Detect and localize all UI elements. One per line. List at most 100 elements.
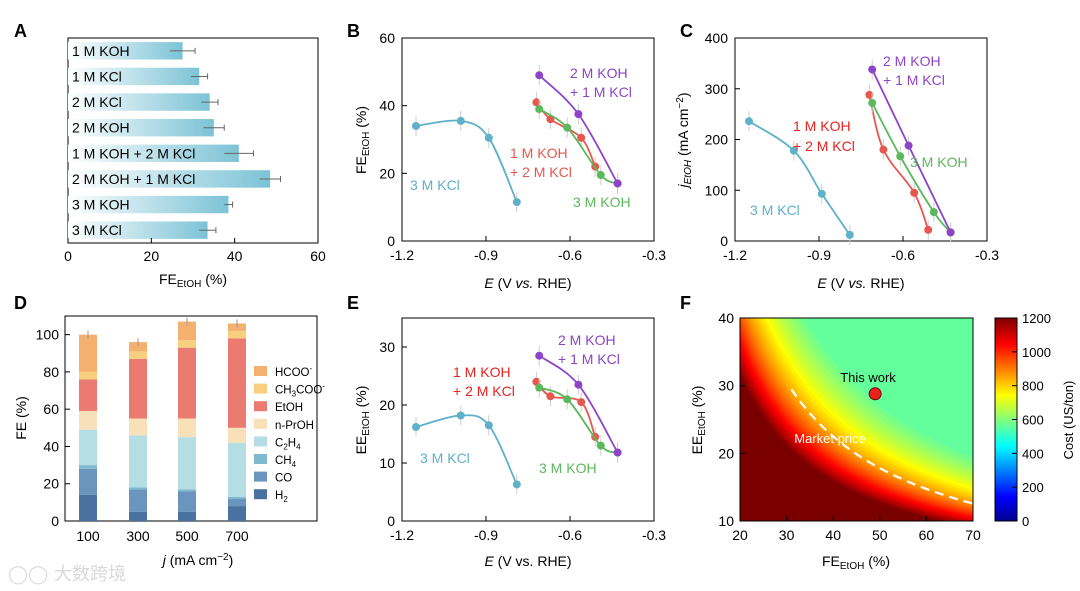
f-xtick-label-4: 60 (919, 527, 935, 543)
d-bar-2-7 (178, 321, 196, 341)
d-bar-1-7 (129, 342, 147, 352)
legend-swatch-7 (254, 489, 267, 500)
legend-label-7: H2 (275, 490, 288, 504)
xtick-label-2: 40 (227, 248, 243, 264)
watermark-logo: ◯◯ 大数跨境 (8, 564, 127, 585)
f-ytick-label-3: 40 (718, 310, 734, 326)
category-label-5: 2 M KOH + 1 M KCl (72, 171, 195, 187)
panel-e-label-3m-kcl: 3 M KCl (420, 450, 470, 466)
d-bar-3-4 (228, 427, 246, 443)
b-point-0-2 (484, 133, 493, 142)
d-bar-0-0 (79, 494, 97, 521)
c-point-2-0 (868, 98, 877, 107)
legend-label-3: n-PrOH (275, 420, 314, 432)
category-label-7: 3 M KCl (72, 222, 122, 238)
b-xtick-label-1: -0.9 (474, 247, 498, 263)
panel-c-label-3m-kcl: 3 M KCl (750, 202, 800, 218)
panel-e-letter: E (347, 293, 359, 313)
legend-label-1: CH3COO- (275, 382, 325, 399)
e-series-line-0 (415, 414, 518, 485)
e-xtick-label-2: -0.6 (558, 527, 582, 543)
c-series-line-2 (871, 102, 952, 233)
this-work-label: This work (840, 370, 896, 385)
d-bar-3-0 (228, 506, 246, 521)
legend-swatch-0 (254, 366, 267, 376)
e-series-line-1 (535, 381, 597, 438)
panel-b-label-3m-kcl: 3 M KCl (410, 177, 460, 193)
d-bar-1-5 (129, 358, 147, 419)
panel-d: D 0 20 40 60 80 100 100 300 500 700 HCOO- CH3COO- E… (13, 293, 325, 568)
category-label-3: 2 M KOH (72, 120, 130, 136)
colorbar-tick-label-5: 1000 (1022, 345, 1051, 360)
b-point-3-0 (535, 71, 544, 80)
b-series-line-2 (538, 108, 619, 185)
panel-e-label-1m-kcl: + 1 M KCl (558, 351, 620, 367)
b-xtick-label-0: -1.2 (390, 247, 414, 263)
e-point-1-1 (546, 392, 555, 401)
panel-e-ticks: -1.2 -0.9 -0.6 -0.3 0 10 20 30 (379, 339, 666, 543)
legend-swatch-1 (254, 383, 267, 394)
panel-d-letter: D (14, 293, 27, 313)
panel-d-ticks: 0 20 40 60 80 100 100 300 500 700 (36, 327, 249, 544)
d-bar-1-3 (129, 435, 147, 488)
c-point-3-2 (946, 228, 955, 237)
colorbar-tick-label-6: 1200 (1022, 311, 1051, 326)
legend-swatch-6 (254, 471, 267, 482)
b-point-3-2 (613, 179, 622, 188)
panel-c-ticks: -1.2 -0.9 -0.6 -0.3 0 100 200 300 400 (705, 30, 1000, 263)
d-ytick-label-4: 80 (43, 364, 59, 380)
e-series-line-2 (538, 386, 618, 454)
e-xtick-label-1: -0.9 (474, 527, 498, 543)
c-point-0-2 (817, 189, 826, 198)
panel-e-label-1m-koh: 1 M KOH (453, 364, 511, 380)
f-xtick-label-5: 70 (965, 527, 981, 543)
c-series-line-0 (748, 120, 851, 236)
panel-b-xlabel: E (V vs. RHE) (484, 275, 571, 291)
f-ytick-label-1: 20 (718, 445, 734, 461)
panel-b-ticks: -1.2 -0.9 -0.6 -0.3 0 20 40 60 (379, 30, 666, 263)
b-ytick-label-0: 0 (387, 233, 395, 249)
d-bar-2-6 (178, 340, 196, 348)
panel-a-bars: 1 M KOH 1 M KCl 2 M KCl 2 M KOH 1 M KOH + 2 … (68, 42, 281, 239)
c-point-0-0 (745, 117, 753, 126)
c-xtick-label-3: -0.3 (975, 247, 999, 263)
d-xtick-label-0: 100 (76, 528, 100, 544)
c-ytick-label-4: 400 (705, 30, 729, 46)
b-point-3-1 (574, 110, 583, 119)
bar-4 (68, 144, 239, 163)
panel-d-ylabel: FE (%) (13, 396, 29, 440)
b-point-0-1 (456, 116, 465, 125)
b-point-2-0 (535, 105, 544, 114)
bar-7 (68, 221, 208, 239)
colorbar-ticks: 0 200 400 600 800 1000 1200 (1012, 311, 1051, 529)
b-xtick-label-2: -0.6 (558, 247, 582, 263)
d-ytick-label-5: 100 (36, 327, 60, 343)
market-price-label: Market price (794, 431, 866, 446)
colorbar-tick-label-3: 600 (1022, 413, 1044, 428)
panel-b-label-1m-kcl: + 1 M KCl (570, 84, 632, 100)
panel-f-ylabel: EEEtOH (%) (689, 386, 708, 455)
e-point-3-2 (613, 448, 622, 457)
d-bar-3-1 (228, 498, 246, 507)
panel-b-letter: B (347, 21, 360, 41)
c-series-line-1 (868, 94, 930, 231)
colorbar-tick-label-4: 800 (1022, 379, 1044, 394)
panel-d-xlabel: j (mA cm−2) (161, 552, 234, 568)
b-point-0-3 (512, 198, 521, 207)
xtick-label-3: 60 (310, 248, 326, 264)
d-bar-1-0 (129, 511, 147, 521)
legend-swatch-2 (254, 401, 267, 412)
category-label-2: 2 M KCl (72, 94, 122, 110)
panel-a-letter: A (14, 21, 27, 41)
this-work-point (868, 387, 882, 401)
panel-c-series (745, 59, 955, 245)
panel-e-series (412, 345, 622, 495)
panel-a: A 1 M KOH 1 M KCl 2 M KCl 2 M KOH 1 M KOH + … (14, 21, 326, 290)
panel-c: C -1.2 -0.9 -0.6 -0.3 0 100 200 300 400 jEtOH (m… (675, 21, 999, 291)
legend-label-2: EtOH (275, 402, 303, 414)
d-bar-0-3 (79, 429, 97, 466)
d-bar-2-2 (178, 489, 196, 492)
panel-a-xticks: 0 20 40 60 (64, 238, 326, 264)
e-point-0-2 (484, 421, 493, 430)
